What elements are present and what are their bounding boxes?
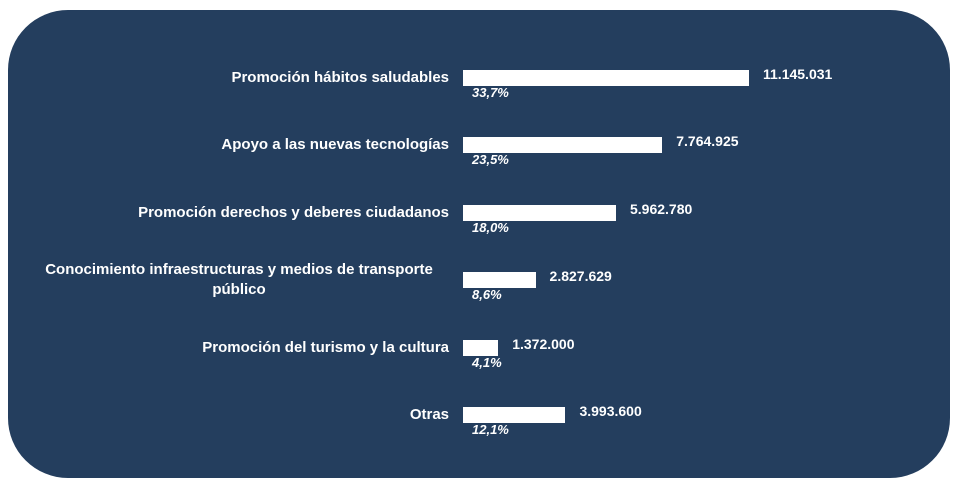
- category-label: Promoción del turismo y la cultura: [202, 338, 449, 356]
- category-label: Apoyo a las nuevas tecnologías: [221, 136, 449, 154]
- percent-label: 12,1%: [472, 422, 509, 437]
- percent-label: 4,1%: [472, 354, 502, 370]
- bar: [463, 339, 499, 356]
- category-label: Conocimiento infraestructuras y medios d…: [45, 261, 433, 299]
- value-label: 7.764.925: [676, 133, 739, 150]
- bar: [463, 272, 536, 289]
- bar: [463, 70, 749, 86]
- value-label: 1.372.000: [512, 335, 575, 352]
- percent-label: 18,0%: [472, 219, 509, 235]
- bar: [463, 204, 616, 221]
- category-label: Promoción derechos y deberes ciudadanos: [138, 203, 449, 221]
- value-label: 11.145.031: [763, 66, 833, 82]
- category-label: Otras: [409, 406, 449, 423]
- percent-label: 8,6%: [472, 287, 502, 303]
- bar: [463, 407, 566, 423]
- percent-label: 23,5%: [472, 152, 509, 168]
- value-label: 5.962.780: [630, 200, 693, 217]
- category-label: Promoción hábitos saludables: [231, 69, 449, 86]
- value-label: 2.827.629: [549, 268, 612, 285]
- bar: [463, 137, 663, 154]
- chart-panel: [8, 10, 950, 478]
- value-label: 3.993.600: [579, 403, 642, 419]
- percent-label: 33,7%: [472, 85, 509, 100]
